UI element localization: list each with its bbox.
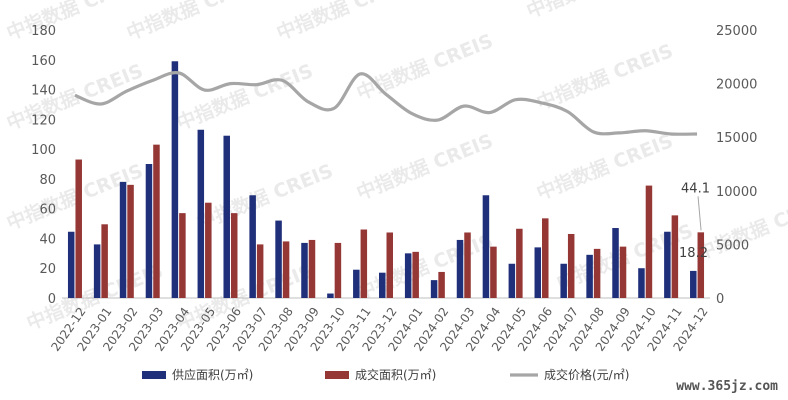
legend-swatch-supply (142, 371, 166, 379)
supply-bar (586, 254, 593, 298)
supply-bar (67, 231, 75, 298)
legend-label-supply: 供应面积(万㎡) (172, 367, 253, 382)
deal-bar (205, 202, 212, 298)
left-axis-tick: 160 (31, 54, 56, 69)
right-axis-tick: 20000 (716, 78, 757, 93)
watermark-text: 中指数据 CREIS (533, 39, 676, 115)
legend-label-price: 成交价格(元/㎡) (544, 367, 629, 382)
supply-bar (275, 220, 282, 298)
deal-bar (516, 228, 523, 298)
supply-data-label: 18.2 (679, 246, 708, 261)
right-axis: 0 5000 10000 15000 20000 25000 (716, 24, 757, 307)
deal-bar (308, 239, 316, 298)
supply-bar (456, 239, 464, 298)
right-axis-tick: 25000 (716, 24, 757, 39)
deal-bar (671, 215, 679, 298)
watermark-text: 中指数据 CREIS (353, 129, 496, 205)
deal-bar (567, 233, 575, 298)
supply-bar (508, 263, 516, 298)
supply-bar (534, 247, 542, 298)
deal-bar (75, 159, 82, 298)
supply-bar (353, 269, 360, 298)
left-axis-tick: 0 (48, 292, 56, 307)
legend: 供应面积(万㎡) 成交面积(万㎡) 成交价格(元/㎡) (142, 367, 629, 382)
left-axis-tick: 180 (31, 24, 56, 39)
watermark-text: 中指数据 CREIS (353, 229, 496, 305)
data-labels: 44.1 18.2 (679, 181, 710, 261)
watermark-text: 中指数据 CREIS (353, 29, 496, 105)
right-axis-tick: 5000 (716, 238, 749, 253)
supply-bar (379, 272, 386, 298)
supply-bar (119, 181, 127, 298)
deal-bar (412, 251, 419, 298)
left-axis-tick: 100 (31, 143, 56, 158)
site-watermark: www.365jz.com (676, 379, 778, 394)
supply-bar (301, 242, 308, 298)
supply-bar (690, 270, 697, 298)
watermark-text: 中指数据 CREIS (123, 0, 266, 45)
deal-bar (101, 224, 108, 298)
left-axis-tick: 80 (39, 173, 56, 188)
supply-bar (93, 244, 101, 298)
deal-bar (619, 246, 627, 298)
deal-bar (386, 232, 393, 298)
deal-bar (179, 213, 186, 298)
left-axis-tick: 40 (39, 232, 56, 247)
deal-bar (230, 213, 238, 298)
deal-bar (464, 232, 471, 298)
supply-bar (249, 195, 256, 298)
supply-bar (430, 280, 438, 298)
legend-label-deal: 成交面积(万㎡) (355, 367, 436, 382)
supply-bar (612, 228, 619, 298)
deal-bar (593, 248, 601, 298)
supply-bar (482, 195, 490, 298)
deal-bar (127, 184, 134, 298)
deal-bar (490, 246, 497, 298)
deal-bar (282, 241, 290, 298)
supply-bar (404, 253, 412, 298)
right-axis-tick: 0 (716, 292, 724, 307)
left-axis-tick: 140 (31, 84, 56, 99)
watermark-text: 中指数据 CREIS (173, 59, 316, 135)
supply-bar (171, 61, 179, 299)
watermark-text: 中指数据 CREIS (523, 0, 666, 23)
deal-bar (697, 232, 705, 298)
supply-bar (327, 293, 334, 298)
right-axis-tick: 15000 (716, 131, 757, 146)
supply-bar (197, 129, 205, 298)
deal-bar (334, 242, 342, 298)
left-axis-tick: 60 (39, 203, 56, 218)
supply-bar (223, 135, 230, 298)
supply-bar (560, 263, 567, 298)
deal-data-label: 44.1 (681, 181, 710, 196)
x-axis-labels: 2022-122023-012023-022023-032023-042023-… (48, 305, 710, 354)
left-axis: 0 20 40 60 80 100 120 140 160 180 (31, 24, 56, 307)
deal-bar (256, 244, 264, 298)
legend-swatch-deal (325, 371, 349, 379)
right-axis-tick: 10000 (716, 185, 757, 200)
left-axis-tick: 20 (39, 262, 56, 277)
deal-bar (542, 218, 549, 298)
supply-bar (145, 164, 153, 298)
deal-bar (360, 229, 368, 298)
deal-bar (438, 271, 445, 298)
watermark-text: 中指数据 CREIS (193, 159, 336, 235)
deal-label-leader (697, 196, 702, 231)
deal-bar (153, 144, 160, 298)
watermark-text: 中指数据 CREIS (533, 129, 676, 205)
supply-bar (664, 231, 671, 298)
deal-bar (645, 185, 653, 298)
watermark-text: 中指数据 CREIS (273, 0, 416, 45)
supply-bar (638, 268, 645, 298)
bar-series (67, 61, 705, 299)
price-line (74, 71, 698, 136)
left-axis-tick: 120 (31, 113, 56, 128)
watermark-text: 中指数据 CREIS (3, 0, 146, 45)
